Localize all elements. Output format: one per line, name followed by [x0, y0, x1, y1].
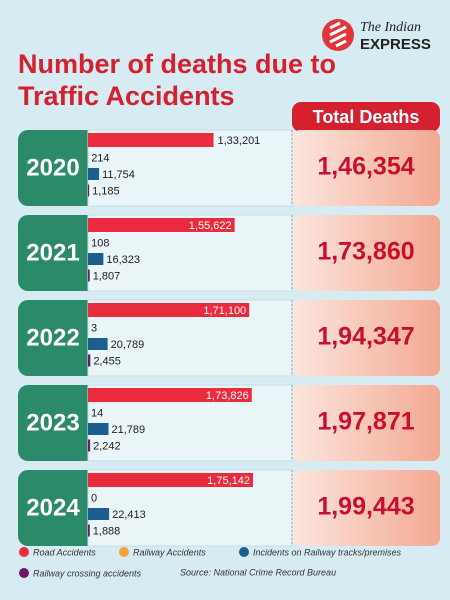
- value-label: 20,789: [111, 339, 145, 351]
- road-label: 1,71,100: [203, 305, 246, 317]
- year-label: 2020: [26, 154, 79, 181]
- bar: [88, 354, 91, 367]
- bar: [88, 439, 91, 452]
- road-label: 1,55,622: [189, 220, 232, 232]
- road-label: 1,73,826: [206, 390, 249, 402]
- year-box: [18, 130, 98, 206]
- publisher-line1: The Indian: [360, 20, 421, 35]
- legend-label: Road Accidents: [33, 547, 96, 557]
- value-label: 2,455: [93, 355, 121, 367]
- bar: [88, 253, 104, 265]
- value-label: 22,413: [112, 509, 146, 521]
- legend-label: Railway Accidents: [133, 547, 206, 557]
- road-bar: [88, 388, 252, 402]
- total-label: 1,73,860: [317, 238, 414, 266]
- total-box: [292, 300, 440, 376]
- total-label: 1,94,347: [317, 323, 414, 351]
- legend-swatch: [119, 547, 129, 557]
- title-line2: Traffic Accidents: [18, 81, 235, 111]
- road-label: 1,33,201: [217, 135, 260, 147]
- source: Source: National Crime Record Bureau: [180, 567, 336, 577]
- value-label: 16,323: [106, 254, 140, 266]
- legend-label: Railway crossing accidents: [33, 568, 142, 578]
- year-label: 2023: [26, 409, 79, 436]
- value-label: 14: [91, 407, 103, 419]
- legend-swatch: [19, 547, 29, 557]
- value-label: 1,888: [93, 525, 121, 537]
- road-bar: [88, 303, 250, 317]
- legend-label: Incidents on Railway tracks/premises: [253, 547, 402, 557]
- bar: [88, 168, 100, 180]
- bar: [88, 508, 110, 520]
- value-label: 21,789: [112, 424, 146, 436]
- year-label: 2022: [26, 324, 79, 351]
- year-label: 2024: [26, 494, 80, 521]
- total-box: [292, 385, 440, 461]
- legend-swatch: [239, 547, 249, 557]
- year-label: 2021: [26, 239, 79, 266]
- title-line1: Number of deaths due to: [18, 49, 336, 79]
- total-box: [292, 215, 440, 291]
- totals-header-box: [292, 102, 440, 132]
- value-label: 0: [91, 492, 97, 504]
- total-label: 1,97,871: [317, 408, 414, 436]
- year-box: [18, 385, 98, 461]
- road-bar: [88, 473, 253, 487]
- bar: [88, 524, 90, 537]
- logo-stripes: [329, 21, 347, 48]
- bar: [88, 338, 108, 350]
- value-label: 1,807: [93, 270, 121, 282]
- value-label: 3: [91, 322, 97, 334]
- road-bar: [88, 218, 235, 232]
- publisher-line2: EXPRESS: [360, 36, 431, 53]
- road-label: 1,75,142: [207, 475, 250, 487]
- totals-header: Total Deaths: [313, 107, 420, 127]
- value-label: 2,242: [93, 440, 121, 452]
- total-label: 1,46,354: [317, 153, 414, 181]
- bar: [88, 423, 109, 435]
- bar: [88, 269, 90, 282]
- year-box: [18, 215, 98, 291]
- value-label: 1,185: [92, 185, 120, 197]
- total-box: [292, 470, 440, 546]
- value-label: 108: [91, 237, 109, 249]
- bar: [88, 184, 90, 197]
- road-bar: [88, 133, 214, 147]
- legend-swatch: [19, 568, 29, 578]
- value-label: 214: [91, 152, 109, 164]
- year-box: [18, 470, 98, 546]
- total-label: 1,99,443: [317, 493, 414, 521]
- year-box: [18, 300, 98, 376]
- value-label: 11,754: [102, 169, 135, 181]
- total-box: [292, 130, 440, 206]
